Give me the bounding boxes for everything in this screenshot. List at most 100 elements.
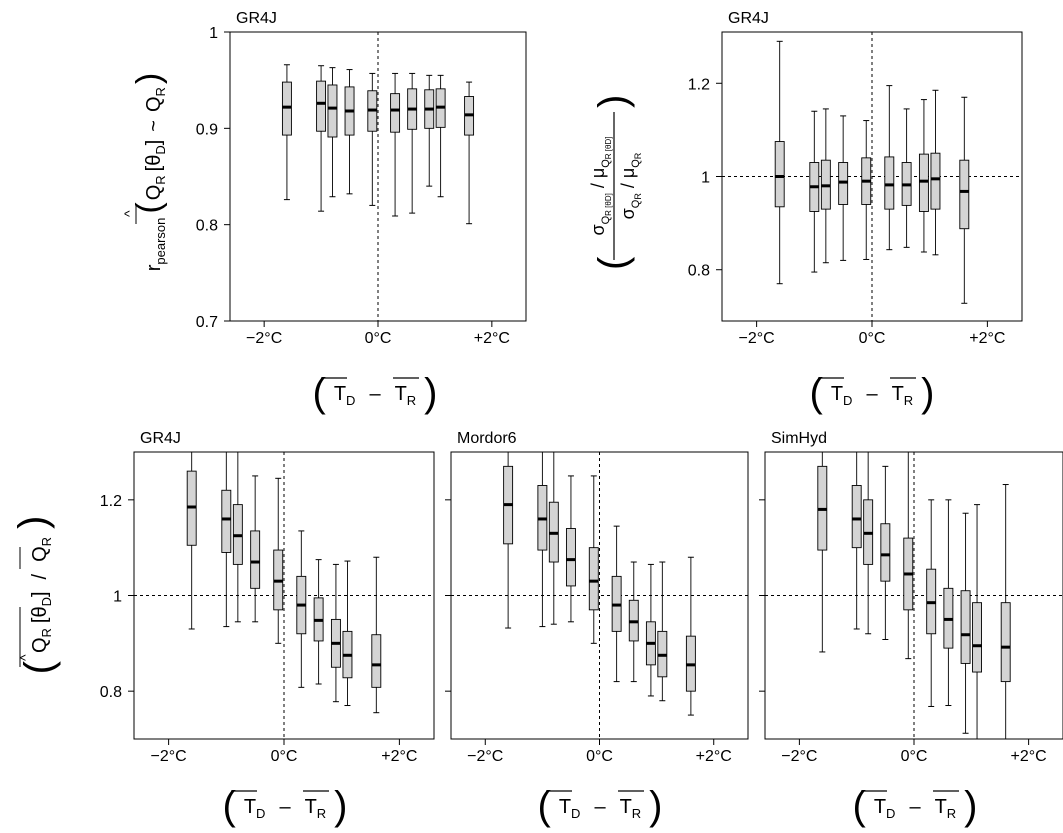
xlabel-td-sub: D xyxy=(886,806,895,821)
xlabel-dash: – xyxy=(866,383,878,405)
panel-title: SimHyd xyxy=(771,430,827,447)
x-tick-label: 0°C xyxy=(365,330,392,347)
svg-text:(TD–TR): (TD – TR) xyxy=(538,784,663,828)
boxplot-8 xyxy=(960,512,971,734)
x-tick-label: 0°C xyxy=(859,330,886,347)
x-tick-label: +2°C xyxy=(696,748,732,765)
box-iqr xyxy=(930,152,941,210)
box-iqr xyxy=(316,80,327,132)
ylabel-mean-theta: [θ xyxy=(29,606,51,623)
xlabel-td: T xyxy=(874,796,886,818)
boxplot-10 xyxy=(464,81,475,225)
boxplot-2 xyxy=(537,452,548,628)
boxplot-4 xyxy=(344,69,355,195)
boxplot-5 xyxy=(367,72,378,206)
ylabel-sigma-num-sigma: σ xyxy=(588,224,608,235)
boxplot-2 xyxy=(221,452,232,628)
boxplot-4 xyxy=(838,115,849,261)
panel-title: GR4J xyxy=(728,10,769,27)
xlabel-td-sub: D xyxy=(256,806,265,821)
ylabel-mean-q2: Q xyxy=(29,546,51,562)
ylabel-mean-q: Q xyxy=(29,637,51,653)
ylabel-sigma-den-q-sub: R xyxy=(633,193,643,200)
y-tick-label: 1 xyxy=(209,25,218,42)
panel-1: GR4J 0.7 0.8 0.9 1 −2°C 0°C +2°C xyxy=(196,10,527,347)
boxplot-9 xyxy=(972,504,982,739)
box-iqr xyxy=(972,602,982,673)
panel-3: GR4J 0.8 1 1.2 −2°C 0°C +2°C xyxy=(100,430,435,765)
ylabel-pearson-r: r xyxy=(143,264,165,271)
x-tick-label: +2°C xyxy=(1011,748,1047,765)
x-tick-label: 0°C xyxy=(586,748,613,765)
x-tick-label: +2°C xyxy=(474,330,510,347)
panels: GR4J 0.7 0.8 0.9 1 −2°C 0°C +2°C GR4J 0.8 1 1.2 −2°C… xyxy=(100,10,1063,765)
xlabel-tr-sub: R xyxy=(632,806,641,821)
ylabel-pearson-tilde: ~ xyxy=(143,120,165,132)
ylabel-mean-q2-sub: R xyxy=(39,537,54,546)
ylabel-mean-hat: ^ xyxy=(17,654,33,661)
box-iqr xyxy=(774,141,785,208)
box-iqr xyxy=(250,530,261,589)
y-tick-label: 1 xyxy=(113,589,122,606)
ylabel-pearson-hat: ^ xyxy=(121,210,137,217)
y-tick-label: 0.9 xyxy=(196,121,218,138)
ylabel-mean: (QR[θD]/QR) ^ xyxy=(11,516,61,675)
ylabel-pearson-q-sub: R xyxy=(153,175,168,184)
x-tick-label: −2°C xyxy=(739,330,775,347)
xlabel-dash: – xyxy=(909,796,921,818)
svg-text:(QR[θD]/QR): (QR[θD]/QR) xyxy=(11,516,61,675)
panel-title: GR4J xyxy=(236,10,277,27)
boxplot-5 xyxy=(273,477,284,644)
boxplot-3 xyxy=(820,108,831,264)
ylabel-mean-theta-sub: D xyxy=(39,597,54,606)
boxplot-7 xyxy=(901,108,912,248)
boxplot-5 xyxy=(588,475,599,644)
boxplot-3 xyxy=(548,452,559,625)
y-tick-label: 0.8 xyxy=(100,684,122,701)
panel-title: GR4J xyxy=(140,430,181,447)
xlabel-3: (TD – TR) xyxy=(223,784,348,828)
box-iqr xyxy=(918,153,929,212)
ylabel-sigma-num-q-sub: R [θD] xyxy=(604,193,613,216)
svg-text:σQR/μQR: σQR/μQR xyxy=(618,152,643,219)
box-iqr xyxy=(960,590,971,664)
xlabel-4: (TD – TR) xyxy=(538,784,663,828)
svg-text:(: ( xyxy=(591,256,635,270)
box-iqr xyxy=(390,93,401,133)
ylabel-sigma-num-mq: Q xyxy=(600,159,612,168)
boxplot-5 xyxy=(903,452,914,660)
boxplot-4 xyxy=(880,465,891,641)
xlabel-1: (TD – TR) xyxy=(313,371,438,415)
ylabel-pearson-theta: [θ xyxy=(143,155,165,172)
x-tick-label: −2°C xyxy=(151,748,187,765)
ylabel-pearson-q2-sub: R xyxy=(153,87,168,96)
xlabel-td-sub: D xyxy=(571,806,580,821)
ylabel-sigma-den-mq: Q xyxy=(630,159,642,168)
x-tick-label: 0°C xyxy=(901,748,928,765)
xlabels: (TD – TR) (TD – TR) (TD – TR) (TD – TR) (TD – TR) xyxy=(223,371,978,828)
boxplot-9 xyxy=(657,561,668,702)
ylabel-pearson-q2: Q xyxy=(143,96,165,112)
boxplot-7 xyxy=(628,561,639,683)
ylabel-sigma-slash2: / xyxy=(618,183,638,188)
box-iqr xyxy=(565,528,576,587)
panel-4: Mordor6 −2°C 0°C +2°C xyxy=(445,430,749,765)
ylabel-pearson: rpearson(QR[θD]~QR) ^ xyxy=(121,73,168,272)
xlabel-tr: T xyxy=(935,796,947,818)
boxplot-8 xyxy=(645,563,656,697)
boxplot-6 xyxy=(390,72,401,217)
boxplot-7 xyxy=(943,499,954,707)
boxplot-4 xyxy=(250,475,261,623)
y-tick-label: 1 xyxy=(701,170,710,187)
xlabel-dash: – xyxy=(279,796,291,818)
boxplot-6 xyxy=(884,85,895,251)
xlabel-td-sub: D xyxy=(843,393,852,408)
ylabel-sigma-num-mu: μ xyxy=(588,168,608,178)
ylabel-sigma-num-q: Q xyxy=(600,215,612,224)
boxplot-10 xyxy=(685,556,696,716)
box-iqr xyxy=(327,84,338,138)
boxplot-7 xyxy=(313,559,324,685)
xlabel-tr: T xyxy=(395,383,407,405)
y-tick-label: 0.8 xyxy=(688,263,710,280)
ylabel-sigma-num-mq-sub: R [θD] xyxy=(604,137,613,160)
